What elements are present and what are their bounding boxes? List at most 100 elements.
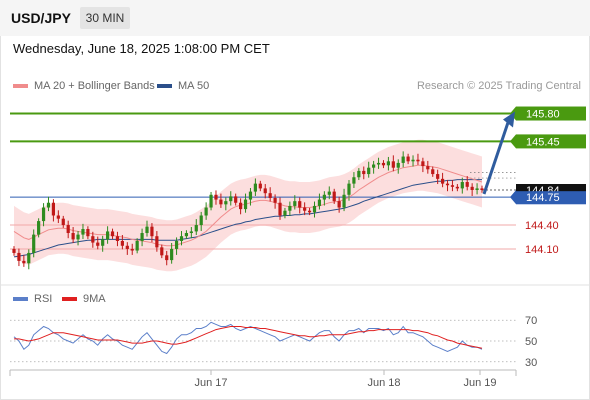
candle-body-81 <box>411 159 415 162</box>
level-label-0: 145.80 <box>526 109 560 121</box>
candle-body-18 <box>101 239 105 246</box>
candle-body-39 <box>204 207 208 216</box>
level-badge-tip-1 <box>510 134 516 149</box>
candle-body-87 <box>440 178 445 184</box>
x-tick-label-2: Jun 19 <box>463 377 496 389</box>
candle-body-84 <box>426 166 430 170</box>
candle-body-4 <box>32 234 36 253</box>
candle-body-80 <box>406 156 410 162</box>
candle-body-24 <box>130 248 134 251</box>
candle-body-50 <box>258 183 262 189</box>
legend-ma20-swatch <box>13 84 28 89</box>
candle-body-20 <box>110 231 115 237</box>
candle-body-36 <box>189 231 193 234</box>
candle-body-54 <box>278 202 282 216</box>
candle-body-85 <box>431 169 435 175</box>
candle-body-57 <box>293 201 297 206</box>
candle-body-93 <box>470 186 474 190</box>
candle-body-15 <box>86 229 90 237</box>
candle-body-42 <box>219 199 223 205</box>
level-label-1: 145.45 <box>526 136 560 148</box>
candle-body-11 <box>66 225 70 234</box>
candle-body-10 <box>61 218 65 226</box>
candle-body-21 <box>115 236 120 241</box>
candle-body-49 <box>253 183 257 192</box>
candle-body-44 <box>229 196 233 202</box>
candle-body-63 <box>322 194 326 200</box>
candle-body-35 <box>184 233 189 237</box>
legend-rsi: RSI <box>13 293 52 305</box>
legend-ma50-label: MA 50 <box>178 80 210 92</box>
candle-body-53 <box>273 197 277 203</box>
rsi-tick-label-2: 30 <box>525 357 537 369</box>
pivot-badge-overlay <box>516 191 586 205</box>
candle-body-58 <box>298 201 302 208</box>
legend-ma50: MA 50 <box>157 80 209 92</box>
ma20-line <box>13 164 483 247</box>
candle-body-64 <box>327 191 331 195</box>
candle-body-60 <box>307 210 312 213</box>
candle-body-25 <box>135 240 139 251</box>
legend-rsi-label: RSI <box>34 293 53 305</box>
candle-body-34 <box>179 236 184 241</box>
candle-body-41 <box>214 194 218 200</box>
candle-body-37 <box>194 225 198 232</box>
candle-body-74 <box>376 162 381 165</box>
candle-body-23 <box>125 245 129 249</box>
bollinger-band-area <box>14 139 482 272</box>
candle-body-66 <box>337 201 341 208</box>
candle-body-72 <box>367 167 371 175</box>
candle-body-78 <box>396 162 400 168</box>
legend-ma20: MA 20 + Bollinger Bands <box>13 80 155 92</box>
candle-body-94 <box>475 188 479 190</box>
rsi-ma-line <box>14 326 483 349</box>
candle-body-26 <box>140 233 144 241</box>
candle-body-65 <box>332 191 336 202</box>
symbol-title: USD/JPY <box>11 10 71 26</box>
candle-body-16 <box>91 236 95 243</box>
candle-body-9 <box>56 215 60 219</box>
candle-body-7 <box>46 202 51 208</box>
x-tick-label-0: Jun 17 <box>194 377 227 389</box>
candle-body-67 <box>342 194 346 208</box>
candle-body-3 <box>27 252 31 264</box>
candle-body-89 <box>450 185 455 187</box>
candle-body-47 <box>243 199 248 210</box>
candle-body-48 <box>248 191 253 200</box>
level-label-3: 144.40 <box>525 220 559 232</box>
candle-body-29 <box>155 236 159 248</box>
candle-body-69 <box>352 177 356 184</box>
candle-body-43 <box>224 201 228 205</box>
candle-body-61 <box>312 205 317 213</box>
timeframe-badge[interactable]: 30 MIN <box>80 7 130 29</box>
candle-body-52 <box>268 193 272 198</box>
candle-body-56 <box>288 205 292 211</box>
candle-body-30 <box>160 247 164 256</box>
candle-body-71 <box>362 170 366 175</box>
candle-body-8 <box>51 202 56 216</box>
level-label-4: 144.10 <box>525 244 559 256</box>
candle-body-82 <box>416 159 420 162</box>
candle-body-76 <box>386 161 390 166</box>
candle-body-1 <box>17 252 21 261</box>
candle-body-22 <box>120 240 124 246</box>
legend-9ma-label: 9MA <box>83 293 106 305</box>
rsi-tick-label-0: 70 <box>525 315 537 327</box>
candle-body-55 <box>283 210 287 216</box>
level-badge-1 <box>516 134 586 149</box>
projection-arrow-shaft <box>482 122 510 195</box>
candle-body-70 <box>357 170 361 178</box>
candle-body-14 <box>81 229 85 235</box>
candle-body-95 <box>480 188 484 190</box>
candle-body-32 <box>170 248 174 261</box>
candle-body-40 <box>209 194 213 208</box>
candle-body-83 <box>421 161 425 167</box>
candle-body-38 <box>199 215 203 226</box>
candle-body-0 <box>12 248 16 253</box>
candle-body-59 <box>303 207 307 211</box>
candle-body-2 <box>22 260 26 264</box>
candle-body-68 <box>347 183 351 195</box>
candle-body-79 <box>401 156 405 163</box>
candle-body-88 <box>445 183 450 186</box>
